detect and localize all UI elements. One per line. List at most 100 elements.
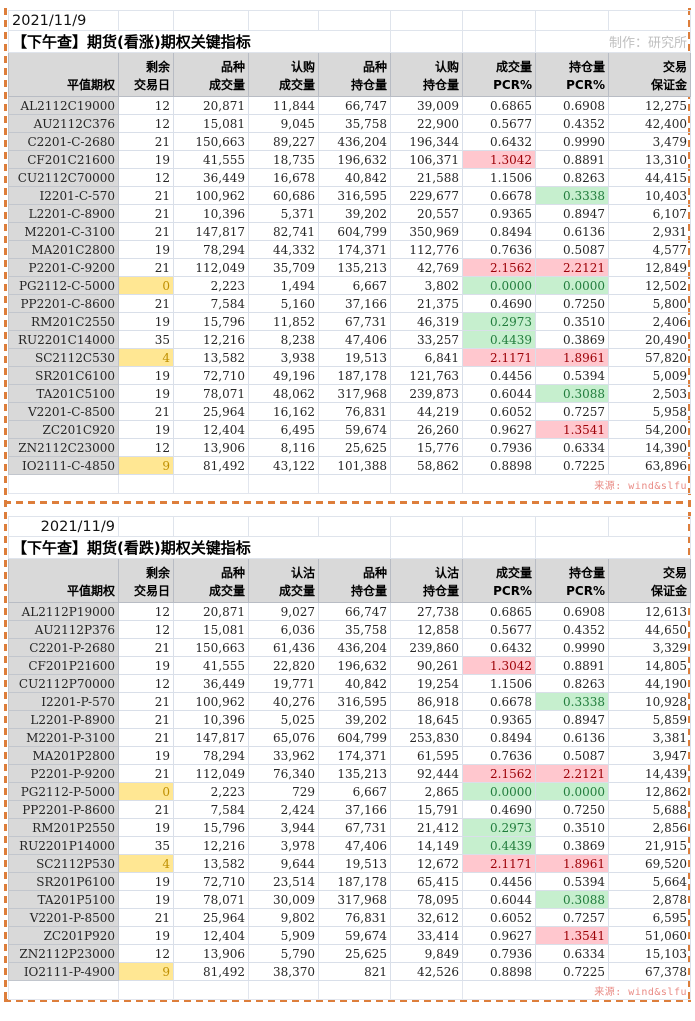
option-code-cell[interactable]: TA201C5100 — [8, 384, 119, 403]
empty-cell[interactable] — [462, 516, 536, 537]
value-cell[interactable]: 0.6865 — [462, 602, 536, 621]
value-cell[interactable]: 10,396 — [173, 710, 249, 729]
value-cell[interactable]: 12 — [118, 620, 174, 639]
value-cell[interactable]: 2,931 — [608, 222, 691, 241]
option-code-cell[interactable]: PP2201-C-8600 — [8, 294, 119, 313]
value-cell[interactable]: 0.6052 — [462, 402, 536, 421]
value-cell[interactable]: 3,329 — [608, 638, 691, 657]
value-cell[interactable]: 15,776 — [390, 438, 463, 457]
value-cell[interactable]: 0.8263 — [535, 168, 609, 187]
value-cell[interactable]: 0.6432 — [462, 132, 536, 151]
empty-cell[interactable] — [608, 10, 691, 31]
value-cell[interactable]: 317,968 — [318, 890, 391, 909]
value-cell[interactable]: 0.3338 — [535, 186, 609, 205]
value-cell[interactable]: 0.4352 — [535, 114, 609, 133]
value-cell[interactable]: 16,678 — [248, 168, 319, 187]
value-cell[interactable]: 25,964 — [173, 402, 249, 421]
value-cell[interactable]: 36,449 — [173, 168, 249, 187]
value-cell[interactable]: 10,396 — [173, 204, 249, 223]
value-cell[interactable]: 8,238 — [248, 330, 319, 349]
value-cell[interactable]: 12 — [118, 438, 174, 457]
column-header[interactable]: 平值期权 — [8, 52, 119, 97]
value-cell[interactable]: 0.3510 — [535, 312, 609, 331]
value-cell[interactable]: 0.4352 — [535, 620, 609, 639]
value-cell[interactable]: 78,095 — [390, 890, 463, 909]
value-cell[interactable]: 0.7636 — [462, 746, 536, 765]
value-cell[interactable]: 23,514 — [248, 872, 319, 891]
value-cell[interactable]: 0.9990 — [535, 638, 609, 657]
value-cell[interactable]: 12,502 — [608, 276, 691, 295]
value-cell[interactable]: 2.1562 — [462, 258, 536, 277]
value-cell[interactable]: 9,045 — [248, 114, 319, 133]
empty-cell[interactable] — [390, 30, 463, 53]
value-cell[interactable]: 16,162 — [248, 402, 319, 421]
value-cell[interactable]: 36,449 — [173, 674, 249, 693]
value-cell[interactable]: 42,526 — [390, 962, 463, 981]
value-cell[interactable]: 19 — [118, 312, 174, 331]
value-cell[interactable]: 12 — [118, 602, 174, 621]
option-code-cell[interactable]: IO2111-P-4900 — [8, 962, 119, 981]
option-code-cell[interactable]: AU2112P376 — [8, 620, 119, 639]
value-cell[interactable]: 22,820 — [248, 656, 319, 675]
value-cell[interactable]: 21 — [118, 402, 174, 421]
value-cell[interactable]: 174,371 — [318, 746, 391, 765]
value-cell[interactable]: 0.8263 — [535, 674, 609, 693]
value-cell[interactable]: 44,190 — [608, 674, 691, 693]
option-code-cell[interactable]: RU2201P14000 — [8, 836, 119, 855]
empty-cell[interactable] — [462, 10, 536, 31]
value-cell[interactable]: 67,731 — [318, 312, 391, 331]
value-cell[interactable]: 0.7225 — [535, 456, 609, 475]
value-cell[interactable]: 6,667 — [318, 276, 391, 295]
column-header[interactable]: 交易 保证金 — [608, 52, 691, 97]
value-cell[interactable]: 1.8961 — [535, 348, 609, 367]
option-code-cell[interactable]: C2201-P-2680 — [8, 638, 119, 657]
value-cell[interactable]: 316,595 — [318, 186, 391, 205]
value-cell[interactable]: 3,381 — [608, 728, 691, 747]
column-header[interactable]: 品种 持仓量 — [318, 52, 391, 97]
value-cell[interactable]: 2,406 — [608, 312, 691, 331]
value-cell[interactable]: 44,219 — [390, 402, 463, 421]
empty-cell[interactable] — [318, 980, 391, 1000]
value-cell[interactable]: 2.2121 — [535, 764, 609, 783]
option-code-cell[interactable]: TA201P5100 — [8, 890, 119, 909]
value-cell[interactable]: 1.8961 — [535, 854, 609, 873]
column-header[interactable]: 品种 成交量 — [173, 558, 249, 603]
option-code-cell[interactable]: CU2112C70000 — [8, 168, 119, 187]
value-cell[interactable]: 76,340 — [248, 764, 319, 783]
value-cell[interactable]: 0.8947 — [535, 710, 609, 729]
value-cell[interactable]: 0.4690 — [462, 294, 536, 313]
value-cell[interactable]: 6,595 — [608, 908, 691, 927]
value-cell[interactable]: 32,612 — [390, 908, 463, 927]
empty-cell[interactable] — [248, 980, 319, 1000]
value-cell[interactable]: 43,122 — [248, 456, 319, 475]
value-cell[interactable]: 12,613 — [608, 602, 691, 621]
option-code-cell[interactable]: ZC201P920 — [8, 926, 119, 945]
value-cell[interactable]: 63,896 — [608, 456, 691, 475]
value-cell[interactable]: 0.6044 — [462, 384, 536, 403]
value-cell[interactable]: 150,663 — [173, 132, 249, 151]
option-code-cell[interactable]: ZC201C920 — [8, 420, 119, 439]
value-cell[interactable]: 0.0000 — [462, 782, 536, 801]
value-cell[interactable]: 12,275 — [608, 96, 691, 115]
value-cell[interactable]: 35 — [118, 330, 174, 349]
value-cell[interactable]: 76,831 — [318, 402, 391, 421]
value-cell[interactable]: 0.7257 — [535, 402, 609, 421]
value-cell[interactable]: 100,962 — [173, 692, 249, 711]
value-cell[interactable]: 81,492 — [173, 456, 249, 475]
value-cell[interactable]: 78,294 — [173, 240, 249, 259]
empty-cell[interactable] — [118, 474, 174, 494]
value-cell[interactable]: 0.2973 — [462, 312, 536, 331]
value-cell[interactable]: 21 — [118, 800, 174, 819]
empty-cell[interactable] — [118, 980, 174, 1000]
column-header[interactable]: 认购 持仓量 — [390, 52, 463, 97]
value-cell[interactable]: 316,595 — [318, 692, 391, 711]
value-cell[interactable]: 20,871 — [173, 602, 249, 621]
value-cell[interactable]: 112,776 — [390, 240, 463, 259]
value-cell[interactable]: 5,958 — [608, 402, 691, 421]
value-cell[interactable]: 40,842 — [318, 674, 391, 693]
value-cell[interactable]: 0.3869 — [535, 330, 609, 349]
value-cell[interactable]: 12,672 — [390, 854, 463, 873]
value-cell[interactable]: 15,796 — [173, 312, 249, 331]
option-code-cell[interactable]: V2201-C-8500 — [8, 402, 119, 421]
value-cell[interactable]: 0.6052 — [462, 908, 536, 927]
